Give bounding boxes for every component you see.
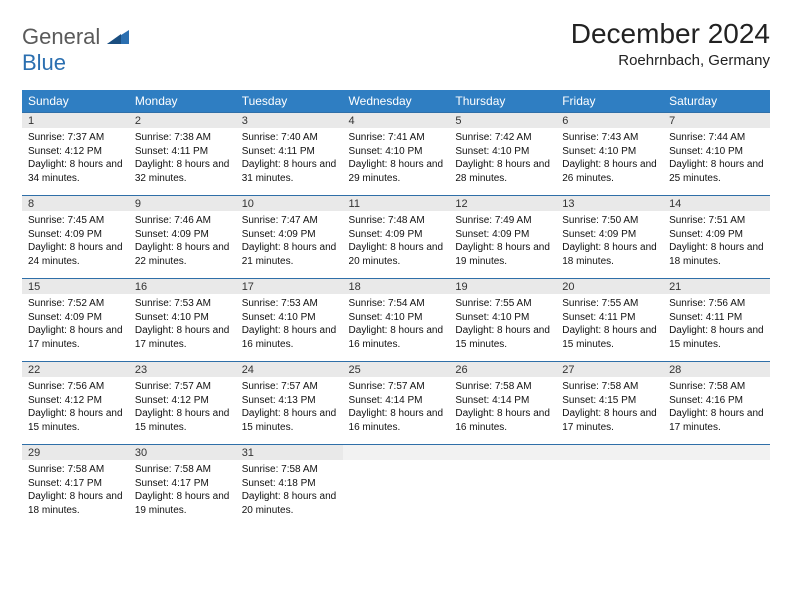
day-number-cell: 28 bbox=[663, 362, 770, 378]
day-content-cell: Sunrise: 7:47 AMSunset: 4:09 PMDaylight:… bbox=[236, 211, 343, 279]
day-number-cell bbox=[556, 445, 663, 461]
day-content-cell bbox=[449, 460, 556, 527]
day-content-cell: Sunrise: 7:57 AMSunset: 4:13 PMDaylight:… bbox=[236, 377, 343, 445]
day-content-row: Sunrise: 7:52 AMSunset: 4:09 PMDaylight:… bbox=[22, 294, 770, 362]
day-content-row: Sunrise: 7:45 AMSunset: 4:09 PMDaylight:… bbox=[22, 211, 770, 279]
day-content-cell: Sunrise: 7:58 AMSunset: 4:16 PMDaylight:… bbox=[663, 377, 770, 445]
day-number-cell: 26 bbox=[449, 362, 556, 378]
day-content-cell: Sunrise: 7:45 AMSunset: 4:09 PMDaylight:… bbox=[22, 211, 129, 279]
day-content-cell: Sunrise: 7:56 AMSunset: 4:11 PMDaylight:… bbox=[663, 294, 770, 362]
day-content-row: Sunrise: 7:56 AMSunset: 4:12 PMDaylight:… bbox=[22, 377, 770, 445]
day-number-cell: 29 bbox=[22, 445, 129, 461]
day-number-cell: 21 bbox=[663, 279, 770, 295]
day-number-cell: 27 bbox=[556, 362, 663, 378]
day-number-cell: 3 bbox=[236, 113, 343, 129]
day-content-cell: Sunrise: 7:55 AMSunset: 4:11 PMDaylight:… bbox=[556, 294, 663, 362]
location: Roehrnbach, Germany bbox=[571, 52, 770, 69]
header: General Blue December 2024 Roehrnbach, G… bbox=[22, 18, 770, 76]
day-content-cell: Sunrise: 7:58 AMSunset: 4:17 PMDaylight:… bbox=[22, 460, 129, 527]
day-number-cell: 4 bbox=[343, 113, 450, 129]
day-number-cell: 12 bbox=[449, 196, 556, 212]
day-number-cell: 7 bbox=[663, 113, 770, 129]
day-content-cell: Sunrise: 7:53 AMSunset: 4:10 PMDaylight:… bbox=[129, 294, 236, 362]
day-content-cell: Sunrise: 7:50 AMSunset: 4:09 PMDaylight:… bbox=[556, 211, 663, 279]
day-content-cell: Sunrise: 7:58 AMSunset: 4:17 PMDaylight:… bbox=[129, 460, 236, 527]
day-number-row: 293031 bbox=[22, 445, 770, 461]
title-block: December 2024 Roehrnbach, Germany bbox=[571, 18, 770, 69]
day-number-cell: 20 bbox=[556, 279, 663, 295]
day-number-cell: 10 bbox=[236, 196, 343, 212]
day-content-cell: Sunrise: 7:44 AMSunset: 4:10 PMDaylight:… bbox=[663, 128, 770, 196]
calendar-table: SundayMondayTuesdayWednesdayThursdayFrid… bbox=[22, 90, 770, 527]
day-number-cell: 31 bbox=[236, 445, 343, 461]
month-title: December 2024 bbox=[571, 18, 770, 50]
day-number-cell: 14 bbox=[663, 196, 770, 212]
day-content-cell: Sunrise: 7:48 AMSunset: 4:09 PMDaylight:… bbox=[343, 211, 450, 279]
day-number-row: 22232425262728 bbox=[22, 362, 770, 378]
day-content-cell: Sunrise: 7:55 AMSunset: 4:10 PMDaylight:… bbox=[449, 294, 556, 362]
weekday-header: Tuesday bbox=[236, 90, 343, 113]
day-content-cell: Sunrise: 7:58 AMSunset: 4:15 PMDaylight:… bbox=[556, 377, 663, 445]
day-content-cell: Sunrise: 7:51 AMSunset: 4:09 PMDaylight:… bbox=[663, 211, 770, 279]
weekday-header: Friday bbox=[556, 90, 663, 113]
day-content-row: Sunrise: 7:58 AMSunset: 4:17 PMDaylight:… bbox=[22, 460, 770, 527]
day-content-cell: Sunrise: 7:38 AMSunset: 4:11 PMDaylight:… bbox=[129, 128, 236, 196]
logo: General Blue bbox=[22, 18, 129, 76]
day-number-cell: 18 bbox=[343, 279, 450, 295]
weekday-header: Monday bbox=[129, 90, 236, 113]
weekday-header: Sunday bbox=[22, 90, 129, 113]
day-content-cell: Sunrise: 7:54 AMSunset: 4:10 PMDaylight:… bbox=[343, 294, 450, 362]
weekday-header-row: SundayMondayTuesdayWednesdayThursdayFrid… bbox=[22, 90, 770, 113]
day-content-cell: Sunrise: 7:53 AMSunset: 4:10 PMDaylight:… bbox=[236, 294, 343, 362]
day-content-cell: Sunrise: 7:57 AMSunset: 4:12 PMDaylight:… bbox=[129, 377, 236, 445]
day-content-cell: Sunrise: 7:52 AMSunset: 4:09 PMDaylight:… bbox=[22, 294, 129, 362]
logo-text-general: General bbox=[22, 24, 100, 49]
day-number-cell: 5 bbox=[449, 113, 556, 129]
day-number-cell: 9 bbox=[129, 196, 236, 212]
day-number-cell bbox=[663, 445, 770, 461]
day-number-cell: 25 bbox=[343, 362, 450, 378]
day-number-cell: 16 bbox=[129, 279, 236, 295]
day-content-cell: Sunrise: 7:41 AMSunset: 4:10 PMDaylight:… bbox=[343, 128, 450, 196]
day-number-cell bbox=[449, 445, 556, 461]
weekday-header: Thursday bbox=[449, 90, 556, 113]
day-content-cell: Sunrise: 7:57 AMSunset: 4:14 PMDaylight:… bbox=[343, 377, 450, 445]
day-content-row: Sunrise: 7:37 AMSunset: 4:12 PMDaylight:… bbox=[22, 128, 770, 196]
day-content-cell: Sunrise: 7:42 AMSunset: 4:10 PMDaylight:… bbox=[449, 128, 556, 196]
day-content-cell: Sunrise: 7:58 AMSunset: 4:14 PMDaylight:… bbox=[449, 377, 556, 445]
day-number-cell: 30 bbox=[129, 445, 236, 461]
day-content-cell: Sunrise: 7:43 AMSunset: 4:10 PMDaylight:… bbox=[556, 128, 663, 196]
day-number-cell: 24 bbox=[236, 362, 343, 378]
day-number-cell: 17 bbox=[236, 279, 343, 295]
day-number-cell: 19 bbox=[449, 279, 556, 295]
day-number-cell: 11 bbox=[343, 196, 450, 212]
day-content-cell: Sunrise: 7:56 AMSunset: 4:12 PMDaylight:… bbox=[22, 377, 129, 445]
logo-text-blue: Blue bbox=[22, 50, 66, 75]
day-content-cell bbox=[556, 460, 663, 527]
weekday-header: Saturday bbox=[663, 90, 770, 113]
weekday-header: Wednesday bbox=[343, 90, 450, 113]
day-number-row: 15161718192021 bbox=[22, 279, 770, 295]
day-number-cell: 13 bbox=[556, 196, 663, 212]
day-number-cell: 22 bbox=[22, 362, 129, 378]
day-content-cell bbox=[663, 460, 770, 527]
day-number-cell: 23 bbox=[129, 362, 236, 378]
day-content-cell bbox=[343, 460, 450, 527]
day-number-cell: 15 bbox=[22, 279, 129, 295]
day-number-cell: 8 bbox=[22, 196, 129, 212]
day-content-cell: Sunrise: 7:37 AMSunset: 4:12 PMDaylight:… bbox=[22, 128, 129, 196]
day-content-cell: Sunrise: 7:58 AMSunset: 4:18 PMDaylight:… bbox=[236, 460, 343, 527]
day-number-row: 1234567 bbox=[22, 113, 770, 129]
day-number-cell bbox=[343, 445, 450, 461]
day-number-cell: 6 bbox=[556, 113, 663, 129]
day-content-cell: Sunrise: 7:40 AMSunset: 4:11 PMDaylight:… bbox=[236, 128, 343, 196]
day-number-cell: 1 bbox=[22, 113, 129, 129]
day-content-cell: Sunrise: 7:49 AMSunset: 4:09 PMDaylight:… bbox=[449, 211, 556, 279]
day-number-row: 891011121314 bbox=[22, 196, 770, 212]
day-content-cell: Sunrise: 7:46 AMSunset: 4:09 PMDaylight:… bbox=[129, 211, 236, 279]
day-number-cell: 2 bbox=[129, 113, 236, 129]
logo-triangle-icon bbox=[107, 30, 129, 44]
